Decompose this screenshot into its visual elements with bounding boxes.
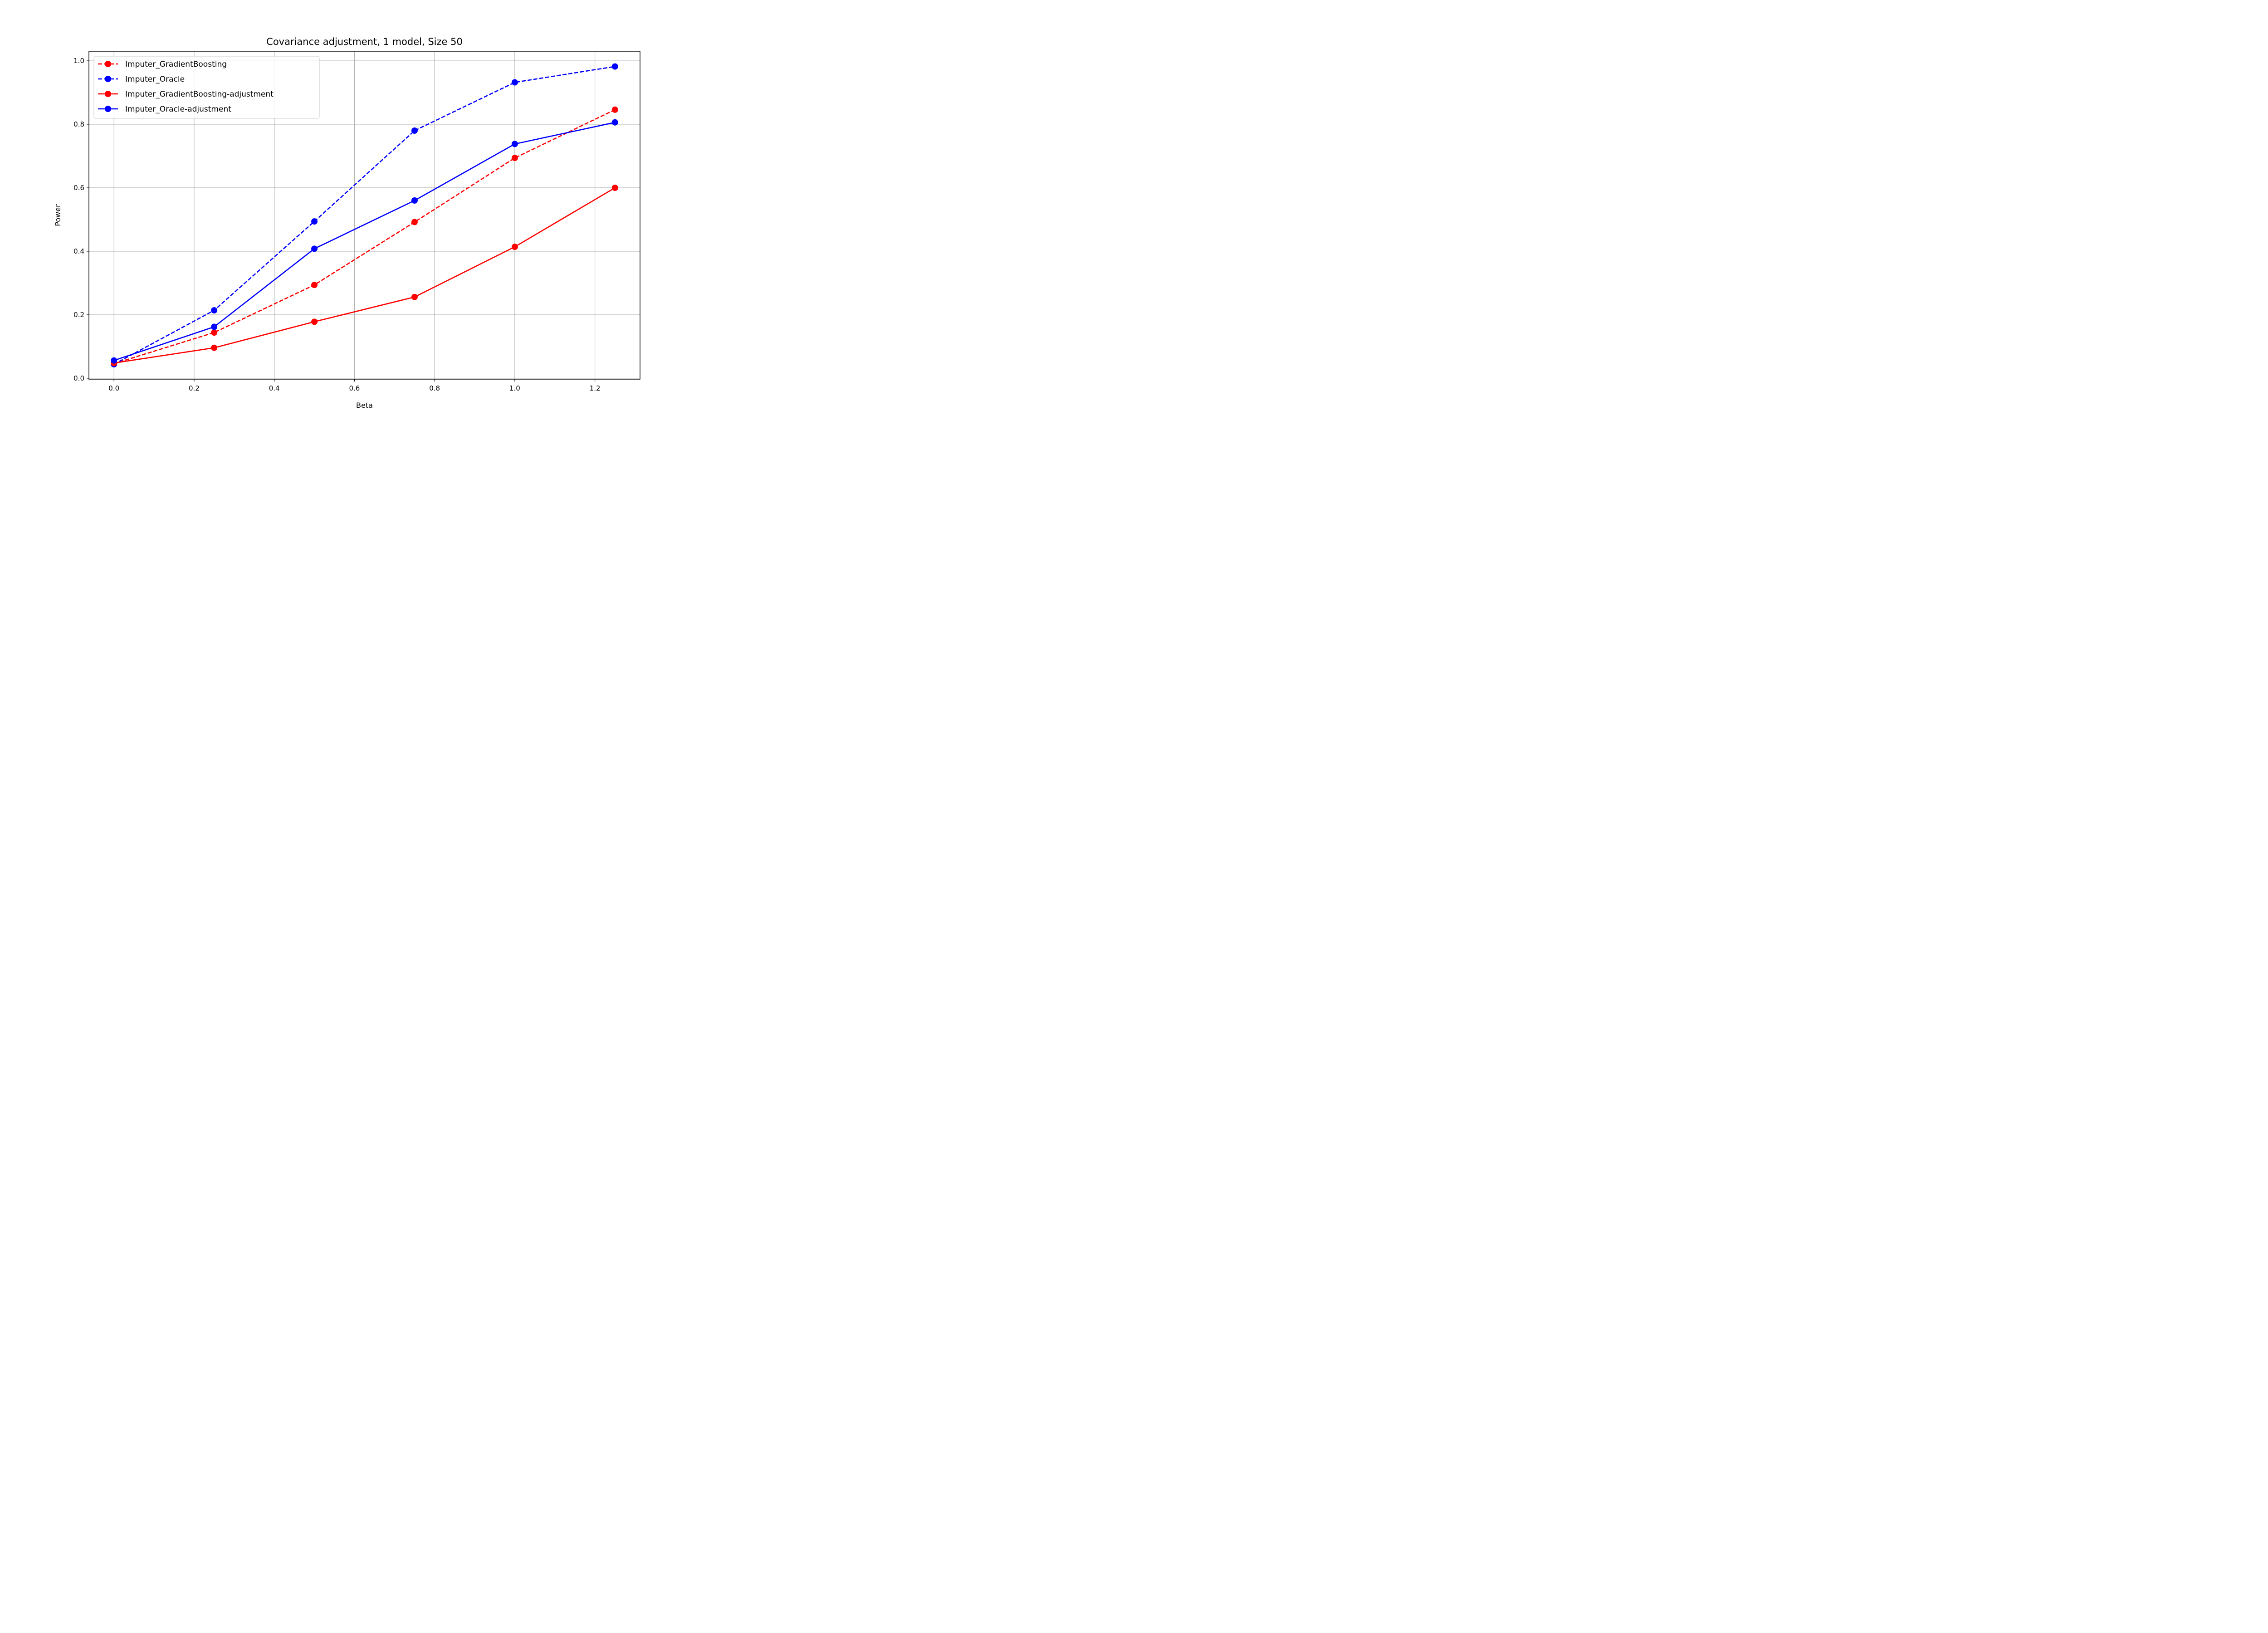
series (111, 184, 618, 367)
series (111, 119, 618, 364)
legend-box (93, 56, 320, 119)
x-tick-label: 0.4 (269, 384, 280, 392)
data-point (611, 184, 618, 191)
series-line (113, 109, 616, 364)
y-axis-label: Power (54, 204, 62, 226)
data-point (311, 245, 318, 252)
data-point (211, 323, 218, 330)
legend-entry: Imputer_Oracle-adjustment (98, 105, 231, 114)
data-point (611, 119, 618, 126)
legend-swatch-marker (105, 91, 111, 97)
data-point (611, 106, 618, 113)
y-tick-label: 0.2 (73, 311, 84, 319)
x-tick-label: 1.2 (590, 384, 601, 392)
data-point (211, 307, 218, 314)
y-tick-label: 0.8 (73, 120, 84, 128)
data-point (511, 244, 518, 250)
series-line (113, 66, 616, 365)
data-point (411, 127, 418, 134)
series-layer (111, 63, 618, 368)
data-point (311, 318, 318, 325)
x-axis-label: Beta (356, 401, 373, 410)
x-tick-label: 0.0 (108, 384, 119, 392)
axis-ticks: 0.0 0.2 0.4 0.6 0.8 1.0 1.2 0.0 0.2 0.4 0.6 0.8 1.0 (73, 57, 600, 392)
x-tick-label: 0.6 (349, 384, 360, 392)
legend-label: Imputer_Oracle (125, 75, 185, 84)
data-point (411, 197, 418, 204)
y-tick-label: 0.6 (73, 184, 84, 192)
x-tick-label: 0.2 (189, 384, 200, 392)
data-point (211, 344, 218, 351)
data-point (311, 282, 318, 288)
legend-entry: Imputer_GradientBoosting (98, 60, 227, 69)
legend-entry: Imputer_GradientBoosting-adjustment (98, 90, 274, 99)
data-point (311, 218, 318, 225)
data-point (211, 329, 218, 336)
data-point (411, 293, 418, 300)
y-tick-label: 1.0 (73, 57, 84, 65)
legend-entry: Imputer_Oracle (98, 75, 185, 84)
legend-swatch-marker (105, 61, 111, 67)
data-point (511, 141, 518, 147)
series-line (113, 122, 616, 361)
series-line (114, 187, 616, 364)
legend-label: Imputer_GradientBoosting-adjustment (125, 90, 274, 99)
chart-title: Covariance adjustment, 1 model, Size 50 (266, 36, 463, 47)
legend-label: Imputer_GradientBoosting (125, 60, 227, 69)
data-point (611, 63, 618, 70)
legend-swatch-marker (105, 76, 111, 82)
y-tick-label: 0.0 (73, 374, 84, 382)
data-point (511, 79, 518, 86)
y-tick-label: 0.4 (73, 247, 84, 255)
plot-frame (88, 51, 640, 380)
x-tick-label: 0.8 (429, 384, 440, 392)
data-point (111, 357, 117, 364)
x-tick-label: 1.0 (509, 384, 520, 392)
chart: Covariance adjustment, 1 model, Size 50 … (0, 0, 701, 421)
legend-swatch-marker (105, 106, 111, 112)
series (111, 63, 618, 368)
data-point (411, 219, 418, 225)
data-point (511, 155, 518, 161)
legend-label: Imputer_Oracle-adjustment (125, 105, 231, 114)
legend: Imputer_GradientBoosting Imputer_Oracle Im… (93, 56, 320, 119)
